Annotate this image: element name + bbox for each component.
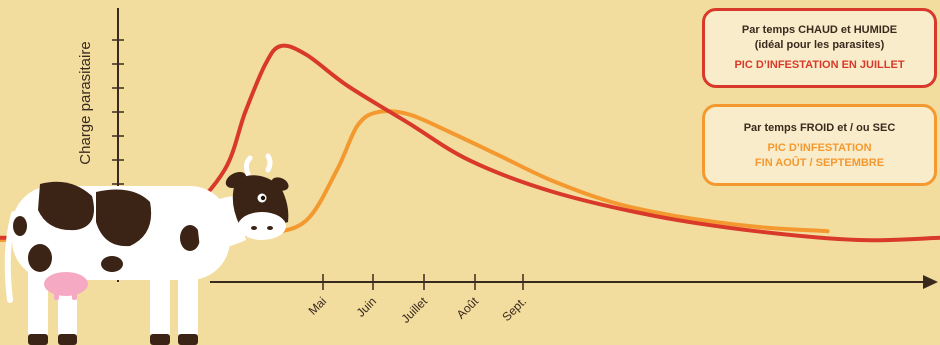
x-tick-label: Sept. [499,294,529,324]
legend-hot-humid: Par temps CHAUD et HUMIDE (idéal pour le… [702,8,937,88]
legend-cold-peak: PIC D’INFESTATION [767,142,872,154]
legend-cold-title: Par temps FROID et / ou SEC [743,122,896,134]
legend-hot-title: Par temps CHAUD et HUMIDE [741,24,898,36]
legend-cold-peak-period: FIN AOÛT / SEPTEMBRE [754,157,885,169]
legend-cold-dry: Par temps FROID et / ou SEC PIC D’INFEST… [702,104,937,186]
x-axis-arrow [923,275,938,289]
x-tick-label: Juin [354,294,379,319]
x-tick-label: Août [454,294,482,322]
legend-hot-subtitle: (idéal pour les parasites) [754,39,885,51]
legend-hot-peak: PIC D’INFESTATION EN JUILLET [734,59,905,71]
x-tick-label: Mai [306,294,330,318]
x-tick-label: Juillet [399,294,431,326]
y-axis-label: Charge parasitaire [77,41,94,164]
cow-illustration [4,153,289,345]
